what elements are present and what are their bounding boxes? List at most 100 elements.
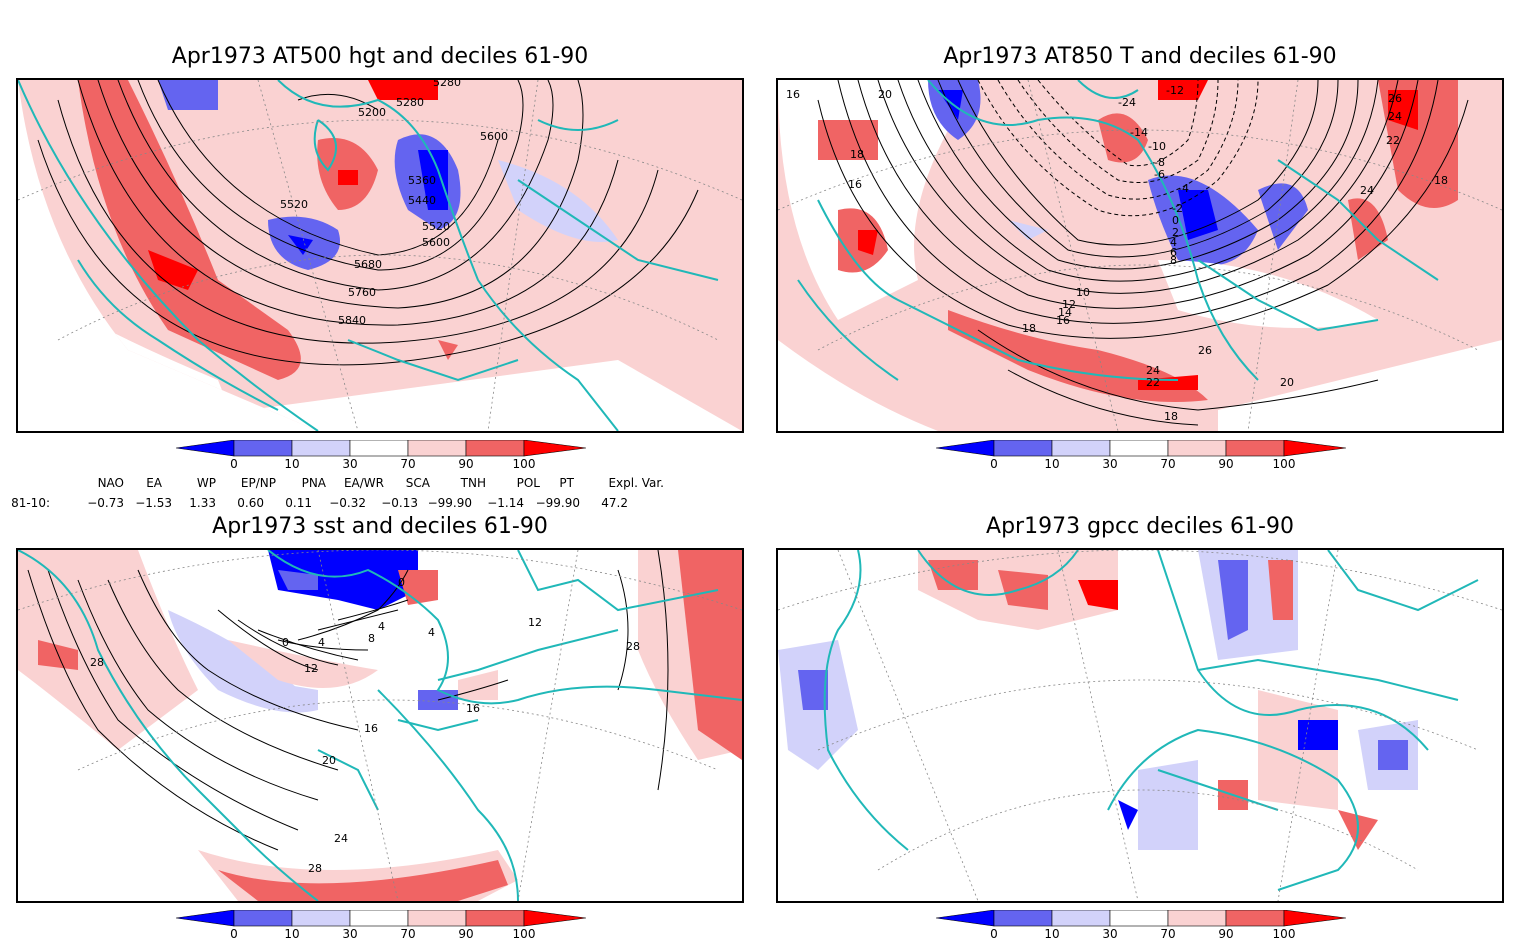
index-header: TNH [460, 476, 486, 490]
contour-label: 18 [850, 148, 864, 161]
panel-title-4: Apr1973 gpcc deciles 61-90 [986, 514, 1294, 539]
colorbar-tick-label: 70 [1160, 927, 1176, 941]
colorbar-swatch-dark-blue [176, 440, 235, 457]
colorbar-swatch-light-blue [1051, 910, 1111, 927]
indices-header-row: NAO EA WP EP/NP PNA EA/WR SCA TNH POL PT… [0, 476, 760, 492]
colorbar-swatches [936, 910, 1346, 927]
colorbar-tick-label: 10 [1044, 457, 1060, 471]
contour-label: 26 [1388, 92, 1402, 105]
colorbar-2: 0 10 30 70 90 100 [936, 440, 1346, 476]
colorbar-tick-label: 10 [284, 457, 300, 471]
colorbar-swatch-mid-red [465, 440, 525, 457]
contour-label: 22 [1386, 134, 1400, 147]
colorbar-swatch-dark-blue [176, 910, 235, 927]
colorbar-swatch-white [349, 440, 409, 457]
index-header: Expl. Var. [608, 476, 664, 490]
contour-label: 10 [1076, 286, 1090, 299]
contour-label: 4 [378, 620, 385, 633]
colorbar-swatch-white [1109, 440, 1169, 457]
colorbar-swatch-dark-red [1283, 440, 1346, 457]
index-header: POL [516, 476, 540, 490]
contour-labels-at500: 5280 5280 5200 5600 5360 5440 5520 5520 … [280, 80, 508, 327]
colorbar-swatch-mid-red [465, 910, 525, 927]
contour-label: 12 [304, 662, 318, 675]
contour-label: 5280 [396, 96, 424, 109]
contour-label: 20 [1280, 376, 1294, 389]
map-panel-sst: 28 0 4 4 8 0 4 12 12 28 16 16 20 24 28 [16, 548, 744, 903]
contour-label: 4 [318, 636, 325, 649]
contour-label: 20 [878, 88, 892, 101]
colorbar-tick-label: 10 [284, 927, 300, 941]
map-panel-at500: 5280 5280 5200 5600 5360 5440 5520 5520 … [16, 78, 744, 433]
colorbar-tick-label: 100 [512, 927, 536, 941]
colorbar-1: 0 10 30 70 90 100 [176, 440, 586, 476]
colorbar-tick-label: 90 [1218, 457, 1234, 471]
colorbar-swatch-dark-red [523, 440, 586, 457]
contour-label: 5520 [280, 198, 308, 211]
contour-label: 0 [1172, 214, 1179, 227]
contour-label: 16 [1056, 314, 1070, 327]
index-header: NAO [97, 476, 124, 490]
colorbar-tick-label: 100 [1272, 457, 1296, 471]
contour-label: -24 [1118, 96, 1136, 109]
colorbar-tick-label: 0 [990, 457, 998, 471]
index-value: −99.90 [535, 496, 580, 510]
map-sst-svg: 28 0 4 4 8 0 4 12 12 28 16 16 20 24 28 [18, 550, 742, 901]
contour-label: 18 [1434, 174, 1448, 187]
contour-label: 4 [428, 626, 435, 639]
colorbar-swatch-dark-blue [936, 440, 995, 457]
colorbar-tick-label: 0 [230, 457, 238, 471]
contour-label: 0 [398, 576, 405, 589]
colorbar-4: 0 10 30 70 90 100 [936, 910, 1346, 941]
index-value: −0.73 [87, 496, 124, 510]
colorbar-swatch-dark-red [523, 910, 586, 927]
colorbar-swatch-mid-blue [233, 440, 293, 457]
contour-label: 5680 [354, 258, 382, 271]
colorbar-swatch-white [349, 910, 409, 927]
index-header: EP/NP [240, 476, 276, 490]
colorbar-swatch-dark-blue [936, 910, 995, 927]
colorbar-swatch-mid-blue [993, 440, 1053, 457]
contour-label: 16 [786, 88, 800, 101]
contour-label: 5440 [408, 194, 436, 207]
colorbar-swatch-light-blue [291, 440, 351, 457]
index-value: −0.32 [329, 496, 366, 510]
contour-label: 5200 [358, 106, 386, 119]
contour-labels-sst: 28 0 4 4 8 0 4 12 12 28 16 16 20 24 28 [90, 576, 640, 875]
contour-label: 14 [1058, 306, 1072, 319]
index-value: 47.2 [601, 496, 628, 510]
colorbar-tick-label: 0 [230, 927, 238, 941]
map-at850-svg: 16 20 -12 26 24 22 -24 -14 -10 -8 -6 -4 … [778, 80, 1502, 431]
contour-labels-at850: 16 20 -12 26 24 22 -24 -14 -10 -8 -6 -4 … [786, 84, 1448, 423]
colorbar-tick-label: 0 [990, 927, 998, 941]
colorbar-swatch-mid-blue [993, 910, 1053, 927]
index-header: WP [196, 476, 216, 490]
contour-label: 22 [1146, 376, 1160, 389]
colorbar-swatch-light-red [1167, 440, 1227, 457]
index-value: −99.90 [427, 496, 472, 510]
contour-label: 5600 [422, 236, 450, 249]
colorbar-swatches [176, 910, 586, 927]
index-header: EA/WR [343, 476, 384, 490]
index-value: 1.33 [189, 496, 216, 510]
contour-label: 4 [1170, 236, 1177, 249]
contour-label: 20 [322, 754, 336, 767]
index-value: 0.60 [237, 496, 264, 510]
contour-label: -4 [1178, 182, 1189, 195]
contour-label: -10 [1148, 140, 1166, 153]
colorbar-swatch-dark-red [1283, 910, 1346, 927]
colorbar-swatches [176, 440, 586, 457]
panel-title-2: Apr1973 AT850 T and deciles 61-90 [943, 44, 1337, 69]
index-value: −1.53 [135, 496, 172, 510]
panel-title-3: Apr1973 sst and deciles 61-90 [212, 514, 548, 539]
contour-label: 8 [368, 632, 375, 645]
contour-label: -12 [1166, 84, 1184, 97]
colorbar-swatch-light-blue [1051, 440, 1111, 457]
colorbar-tick-label: 30 [1102, 927, 1118, 941]
colorbar-swatch-light-red [407, 440, 467, 457]
colorbar-tick-label: 100 [1272, 927, 1296, 941]
contour-label: 18 [1022, 322, 1036, 335]
contour-label: 24 [1360, 184, 1374, 197]
colorbar-swatch-mid-red [1225, 910, 1285, 927]
contour-label: 5280 [433, 80, 461, 89]
